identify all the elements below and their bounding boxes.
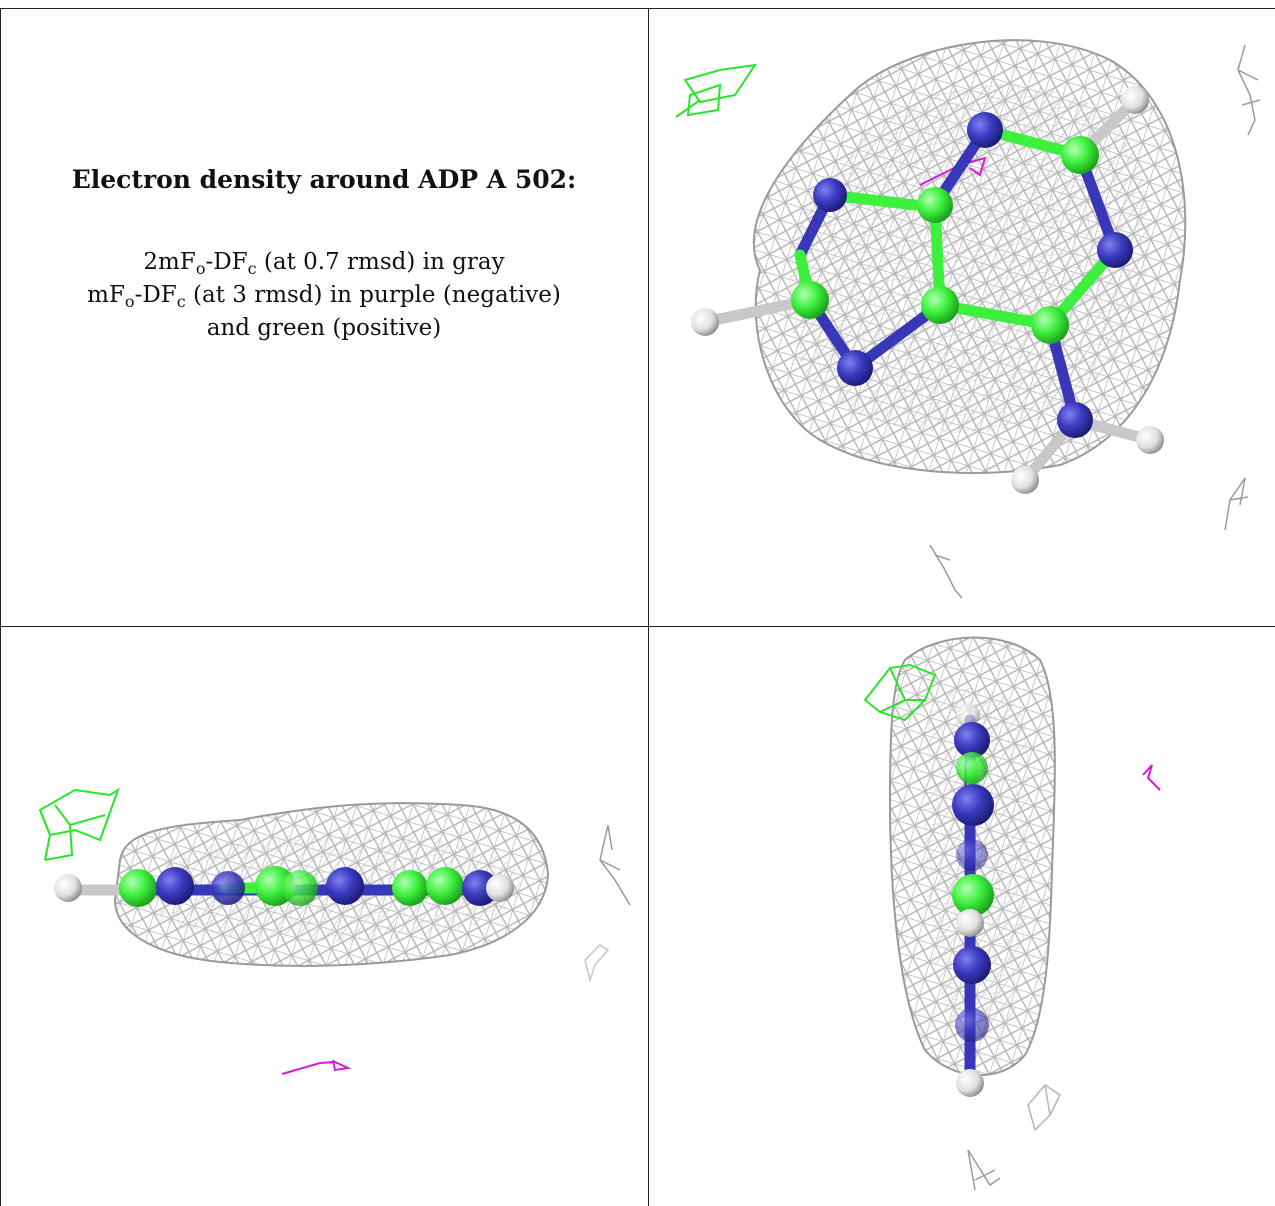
caption-line-2: mFo-DFc (at 3 rmsd) in purple (negative) — [87, 282, 561, 311]
negative-density-blob — [1142, 764, 1161, 791]
molecule-atoms — [691, 86, 1164, 494]
negative-density-blob — [919, 156, 987, 186]
gray-noise-mesh — [967, 1084, 1061, 1191]
molecule-atoms — [952, 703, 994, 1097]
table-border-top — [0, 8, 1275, 9]
gray-noise-mesh — [584, 824, 631, 983]
caption-line-3: and green (positive) — [206, 315, 442, 341]
gray-noise-mesh — [929, 44, 1261, 599]
panel-top-view — [675, 39, 1261, 599]
panel-end-view — [863, 636, 1161, 1191]
table-border-row — [0, 626, 1275, 627]
caption-cell: Electron density around ADP A 502: 2mFo-… — [0, 165, 648, 345]
table-border-left — [0, 8, 1, 1206]
caption-body: 2mFo-DFc (at 0.7 rmsd) in gray mFo-DFc (… — [0, 246, 648, 345]
negative-density-blob — [281, 1059, 352, 1075]
caption-title: Electron density around ADP A 502: — [71, 165, 577, 194]
caption-line-1: 2mFo-DFc (at 0.7 rmsd) in gray — [143, 249, 505, 278]
panel-side-view — [38, 787, 631, 1075]
molecule-atoms — [54, 866, 514, 907]
positive-density-blob — [675, 63, 758, 118]
positive-density-blob — [38, 787, 120, 861]
table-border-middle — [648, 8, 649, 1206]
positive-density-blob — [863, 663, 937, 722]
